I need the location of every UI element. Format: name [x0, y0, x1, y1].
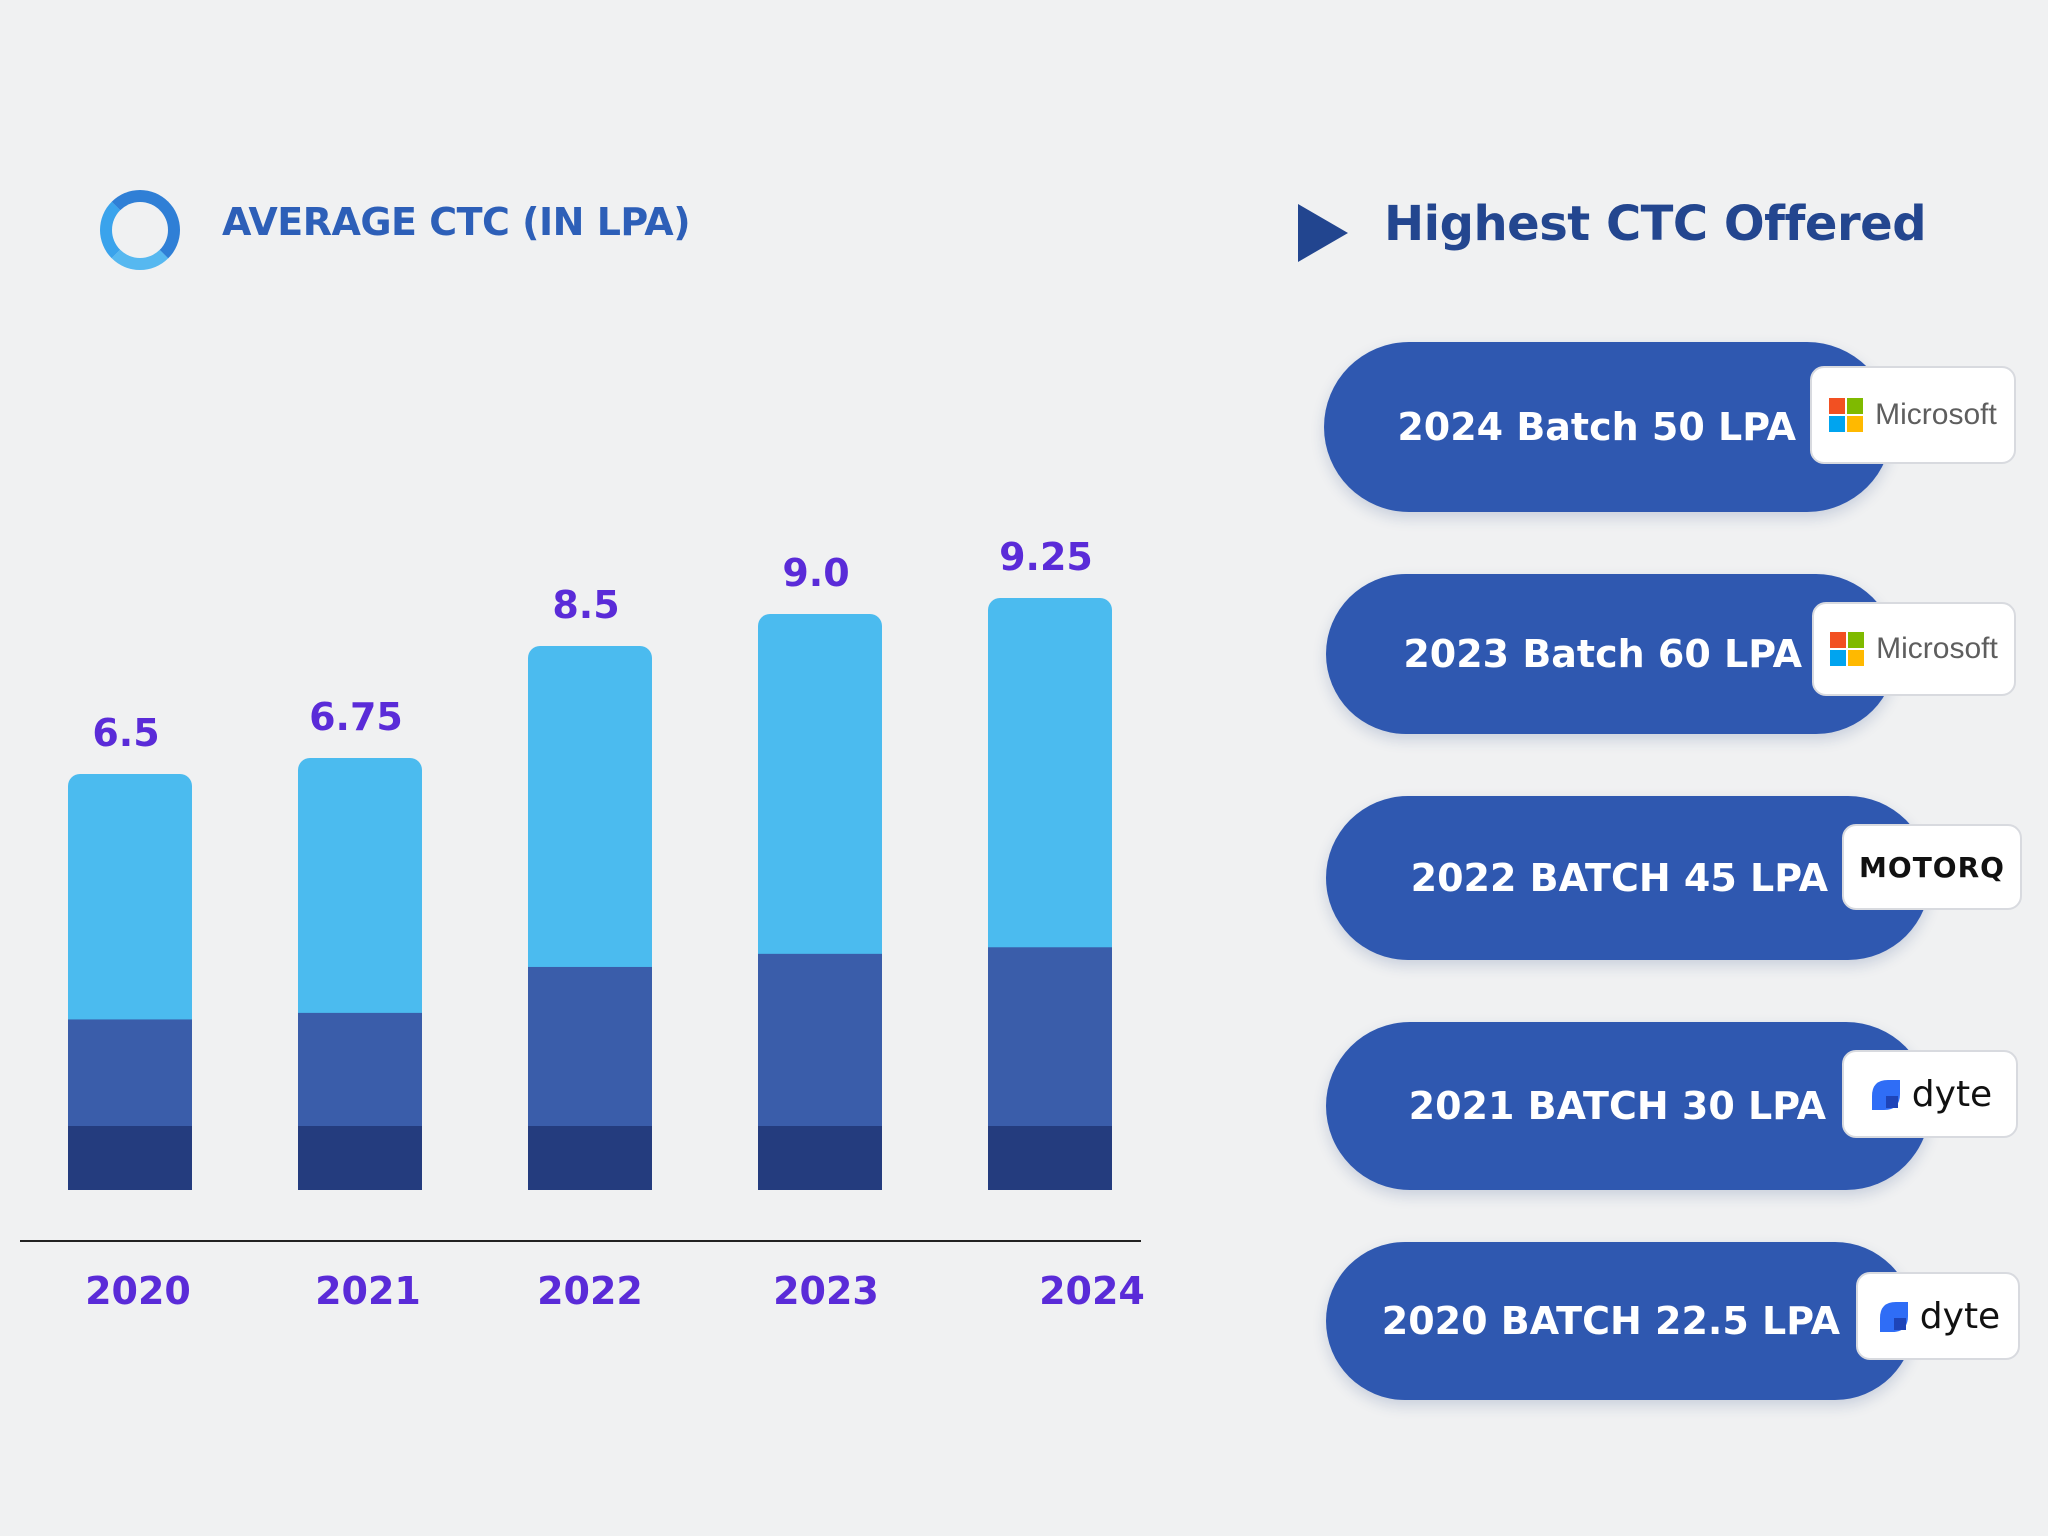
bar-bottom-segment	[298, 1126, 422, 1190]
offer-label: 2021 BATCH 30 LPA	[1408, 1084, 1826, 1128]
offer-pill: 2023 Batch 60 LPA	[1326, 574, 1896, 734]
offer-pill: 2022 BATCH 45 LPA	[1326, 796, 1930, 960]
dyte-logo: dyte	[1856, 1272, 2020, 1360]
microsoft-squares-icon	[1829, 398, 1864, 432]
logo-text: Microsoft	[1876, 632, 1998, 665]
offer-label: 2023 Batch 60 LPA	[1403, 632, 1802, 676]
tick-label: 2024	[1039, 1269, 1145, 1313]
tick-label: 2022	[537, 1269, 643, 1313]
tick-label: 2023	[773, 1269, 879, 1313]
tick-label: 2021	[315, 1269, 421, 1313]
offer-pill: 2024 Batch 50 LPA	[1324, 342, 1892, 512]
logo-text: dyte	[1911, 1073, 1993, 1115]
dyte-icon	[1879, 1302, 1908, 1332]
data-label: 8.5	[552, 583, 619, 627]
data-label: 6.5	[92, 711, 159, 755]
microsoft-logo: Microsoft	[1812, 602, 2016, 696]
bar-bottom-segment	[68, 1126, 192, 1190]
logo-text: MOTORQ	[1859, 850, 2005, 884]
right-panel-title: Highest CTC Offered	[1384, 196, 1927, 252]
bar-bottom-segment	[528, 1126, 652, 1190]
play-icon	[1298, 204, 1348, 262]
microsoft-logo: Microsoft	[1810, 366, 2016, 464]
offer-label: 2022 BATCH 45 LPA	[1410, 856, 1828, 900]
logo-text: Microsoft	[1875, 398, 1997, 431]
offer-label: 2020 BATCH 22.5 LPA	[1381, 1299, 1840, 1343]
bar-bottom-segment	[988, 1126, 1112, 1190]
offer-pill: 2020 BATCH 22.5 LPA	[1326, 1242, 1914, 1400]
microsoft-squares-icon	[1830, 632, 1865, 666]
dyte-icon	[1871, 1080, 1900, 1110]
bar-chart: 6.5 2020 6.75 2021 8.5 2022 9.0 2023 9.25 2024	[20, 535, 1145, 1313]
dyte-logo: dyte	[1842, 1050, 2018, 1138]
offer-label: 2024 Batch 50 LPA	[1397, 405, 1796, 449]
logo-text: dyte	[1919, 1295, 2001, 1337]
data-label: 6.75	[309, 695, 403, 739]
data-label: 9.25	[999, 535, 1093, 579]
data-label: 9.0	[782, 551, 849, 595]
chart-title: AVERAGE CTC (IN LPA)	[222, 200, 691, 244]
bar-bottom-segment	[758, 1126, 882, 1190]
tick-label: 2020	[85, 1269, 191, 1313]
motorq-logo: MOTORQ	[1842, 824, 2022, 910]
offer-pill: 2021 BATCH 30 LPA	[1326, 1022, 1930, 1190]
